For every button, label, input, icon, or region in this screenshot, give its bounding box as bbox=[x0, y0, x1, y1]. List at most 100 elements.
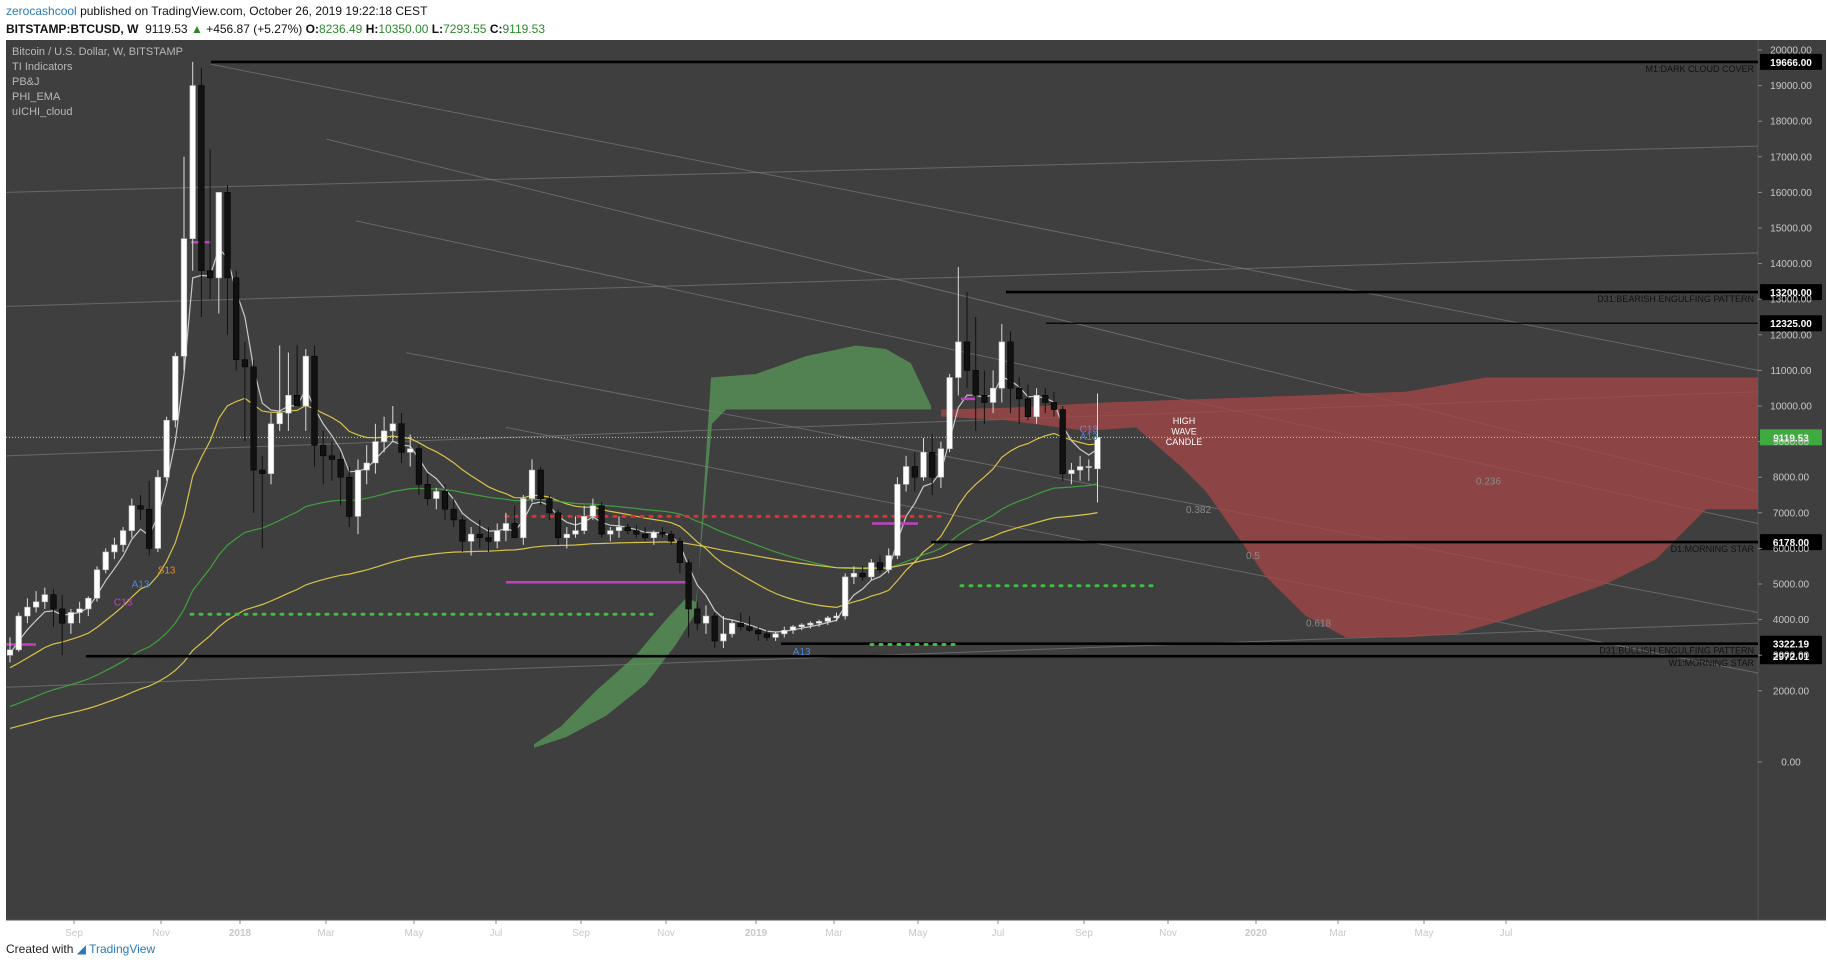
candle-body bbox=[467, 533, 475, 542]
candle-body bbox=[328, 455, 336, 460]
tradingview-link[interactable]: TradingView bbox=[89, 942, 156, 956]
candle-body bbox=[711, 615, 718, 642]
candle-body bbox=[876, 562, 884, 571]
candle-body bbox=[380, 430, 388, 442]
current-price-text: 9119.53 bbox=[1773, 433, 1809, 444]
candle-body bbox=[581, 516, 588, 531]
candle-body bbox=[441, 491, 449, 510]
candle-body bbox=[868, 562, 875, 578]
level-label: D31:BULLISH ENGULFING PATTERN bbox=[1599, 646, 1754, 656]
fib-label: 0.382 bbox=[1186, 505, 1211, 516]
candles bbox=[6, 61, 1101, 663]
candle-body bbox=[946, 377, 953, 450]
x-tick-label: Mar bbox=[825, 928, 843, 939]
candle-body bbox=[172, 355, 179, 421]
candle-body bbox=[276, 412, 283, 425]
candle-body bbox=[728, 622, 736, 635]
candle-body bbox=[850, 573, 857, 578]
candle-body bbox=[989, 387, 997, 403]
candle-body bbox=[1042, 395, 1049, 403]
candle-body bbox=[650, 532, 657, 539]
level-value-text: 6178.00 bbox=[1773, 538, 1810, 549]
annotation-text: HIGH bbox=[1173, 416, 1196, 426]
candle-body bbox=[929, 451, 936, 478]
indicator-ti: TI Indicators bbox=[12, 61, 73, 73]
level-value-text: 13200.00 bbox=[1770, 288, 1812, 299]
x-tick-label: Jul bbox=[490, 928, 503, 939]
candle-body bbox=[781, 629, 788, 635]
x-tick-label: May bbox=[1415, 928, 1434, 939]
candle-body bbox=[398, 423, 405, 453]
indicator-phi-ema: PHI_EMA bbox=[12, 91, 61, 103]
x-tick-label: Sep bbox=[1075, 928, 1093, 939]
level-value-badge bbox=[1760, 635, 1822, 652]
candle-body bbox=[668, 533, 675, 542]
candle-body bbox=[772, 633, 779, 638]
signal-marker: A13 bbox=[1080, 432, 1098, 443]
candle-body bbox=[485, 537, 492, 542]
y-tick-label: 14000.00 bbox=[1770, 259, 1812, 270]
x-tick-label: 2018 bbox=[229, 928, 252, 939]
candle-body bbox=[554, 512, 562, 539]
trendline bbox=[210, 63, 1759, 371]
candle-body bbox=[511, 523, 518, 539]
ema-lines bbox=[9, 247, 1098, 729]
y-tick-label: 3000.00 bbox=[1773, 651, 1810, 662]
candle-body bbox=[1016, 387, 1023, 400]
candle-body bbox=[685, 562, 692, 610]
price-axis[interactable] bbox=[1758, 40, 1826, 920]
candle-body bbox=[424, 484, 431, 499]
indicator-pbj: PB&J bbox=[12, 76, 40, 88]
level-label: D31:BEARISH ENGULFING PATTERN bbox=[1597, 294, 1754, 304]
y-tick-label: 2000.00 bbox=[1773, 686, 1810, 697]
candle-body bbox=[937, 448, 944, 478]
candle-body bbox=[180, 238, 188, 357]
candle-body bbox=[563, 533, 570, 539]
author-link[interactable]: zerocashcool bbox=[6, 4, 77, 18]
fib-label: 0.618 bbox=[1306, 619, 1331, 630]
level-value-badge bbox=[1760, 315, 1822, 332]
candle-body bbox=[337, 459, 344, 478]
candle-body bbox=[572, 530, 579, 535]
candle-body bbox=[824, 617, 831, 622]
candle-body bbox=[163, 419, 170, 478]
ema-slow-line bbox=[9, 483, 1098, 708]
candle-body bbox=[615, 526, 623, 531]
candle-body bbox=[354, 469, 362, 517]
candle-body bbox=[93, 569, 101, 599]
price-chart[interactable]: M1:DARK CLOUD COVER 19666.00 D31:BEARISH E… bbox=[6, 40, 1826, 940]
candle-body bbox=[1024, 398, 1031, 417]
published-text: published on TradingView.com, October 26… bbox=[80, 4, 428, 18]
candle-body bbox=[624, 526, 631, 531]
publish-header: zerocashcool published on TradingView.co… bbox=[6, 4, 427, 18]
x-axis-ticks: Sep Nov 2018 Mar May Jul Sep Nov 2019 Mar May Jul Se… bbox=[65, 920, 1512, 939]
signal-marker: S13 bbox=[158, 565, 176, 576]
high-label: H: bbox=[365, 22, 379, 36]
candle-body bbox=[85, 597, 92, 610]
x-tick-label: Nov bbox=[1159, 928, 1177, 939]
candle-body bbox=[798, 624, 805, 628]
current-price-badge bbox=[1760, 429, 1822, 446]
x-tick-label: 2019 bbox=[745, 928, 768, 939]
candle-body bbox=[1068, 469, 1075, 474]
y-tick-label: 15000.00 bbox=[1770, 224, 1812, 235]
candle-body bbox=[746, 626, 753, 631]
y-tick-label: 11000.00 bbox=[1771, 366, 1812, 377]
level-value-badge bbox=[1760, 648, 1822, 665]
level-value-text: 19666.00 bbox=[1770, 58, 1812, 69]
x-tick-label: Nov bbox=[657, 928, 675, 939]
candle-body bbox=[789, 626, 797, 631]
symbol-label: BITSTAMP:BTCUSD, W bbox=[6, 22, 139, 36]
fib-label: 0.236 bbox=[1476, 476, 1501, 487]
level-value-badge bbox=[1760, 284, 1822, 301]
candle-body bbox=[1059, 409, 1066, 474]
candle-body bbox=[320, 444, 327, 457]
ema-fast-line bbox=[9, 247, 1098, 654]
candle-body bbox=[346, 476, 353, 517]
candle-body bbox=[815, 621, 823, 624]
x-tick-label: Mar bbox=[1329, 928, 1347, 939]
x-tick-label: Sep bbox=[65, 928, 83, 939]
candle-body bbox=[1050, 402, 1058, 410]
candle-body bbox=[207, 270, 214, 279]
level-value-badge bbox=[1760, 534, 1822, 551]
